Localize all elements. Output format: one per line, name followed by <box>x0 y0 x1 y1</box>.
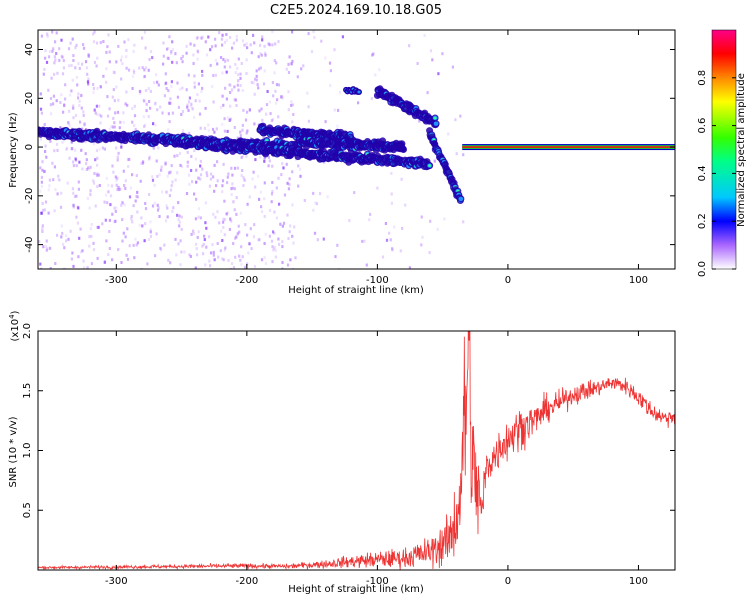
spectral-feature <box>343 86 362 95</box>
spectral-feature <box>178 135 434 171</box>
x-tick-label: -200 <box>236 275 259 286</box>
spectral-feature <box>426 127 465 204</box>
spectral-feature <box>462 144 675 151</box>
y-tick-label: 20 <box>24 92 35 105</box>
y-tick-label: -20 <box>24 188 35 204</box>
spectrogram-ylabel: Frequency (Hz) <box>8 112 19 188</box>
x-tick-label: -100 <box>366 275 389 286</box>
spectral-feature <box>295 134 407 154</box>
colorbar-tick-label: 0.4 <box>697 165 708 181</box>
spectrogram-frame <box>37 29 676 270</box>
x-tick-label: -200 <box>236 576 259 587</box>
x-tick-label: 100 <box>629 576 648 587</box>
x-tick-label: -300 <box>105 576 128 587</box>
y-tick-label: 0.5 <box>22 502 33 518</box>
colorbar: 0.0 0.2 0.4 0.6 0.8 Normalized spectral ampl… <box>697 29 747 277</box>
spectral-feature <box>373 85 440 129</box>
colorbar-label: Normalized spectral amplitude <box>736 73 747 227</box>
colorbar-tick-label: 0.6 <box>697 118 708 134</box>
y-tick-label: 1.0 <box>22 443 33 459</box>
y-tick-label: 2.0 <box>22 323 33 339</box>
snr-multiplier: (x104) <box>8 310 21 341</box>
snr-frame <box>37 330 676 571</box>
snr-panel: -300 -200 -100 0 100 0.5 1.0 1.5 2.0 Height of s… <box>8 310 676 595</box>
figure-title: C2E5.2024.169.10.18.G05 <box>270 3 442 18</box>
x-tick-label: 0 <box>505 275 511 286</box>
colorbar-tick-label: 0.0 <box>697 261 708 277</box>
colorbar-gradient <box>711 29 737 270</box>
snr-ylabel: SNR (10 * v/v) <box>8 416 19 487</box>
y-tick-label: 0 <box>24 144 35 150</box>
x-tick-label: 0 <box>505 576 511 587</box>
snr-xlabel: Height of straight line (km) <box>288 584 424 595</box>
x-tick-label: 100 <box>629 275 648 286</box>
snr-series-line <box>38 331 675 570</box>
colorbar-tick-label: 0.2 <box>697 213 708 229</box>
x-tick-label: -300 <box>105 275 128 286</box>
y-tick-label: 1.5 <box>22 383 33 399</box>
x-tick-label: -100 <box>366 576 389 587</box>
y-tick-label: 40 <box>24 43 35 56</box>
y-tick-label: -40 <box>24 236 35 252</box>
spectrogram-xlabel: Height of straight line (km) <box>288 285 424 296</box>
colorbar-tick-label: 0.8 <box>697 70 708 86</box>
